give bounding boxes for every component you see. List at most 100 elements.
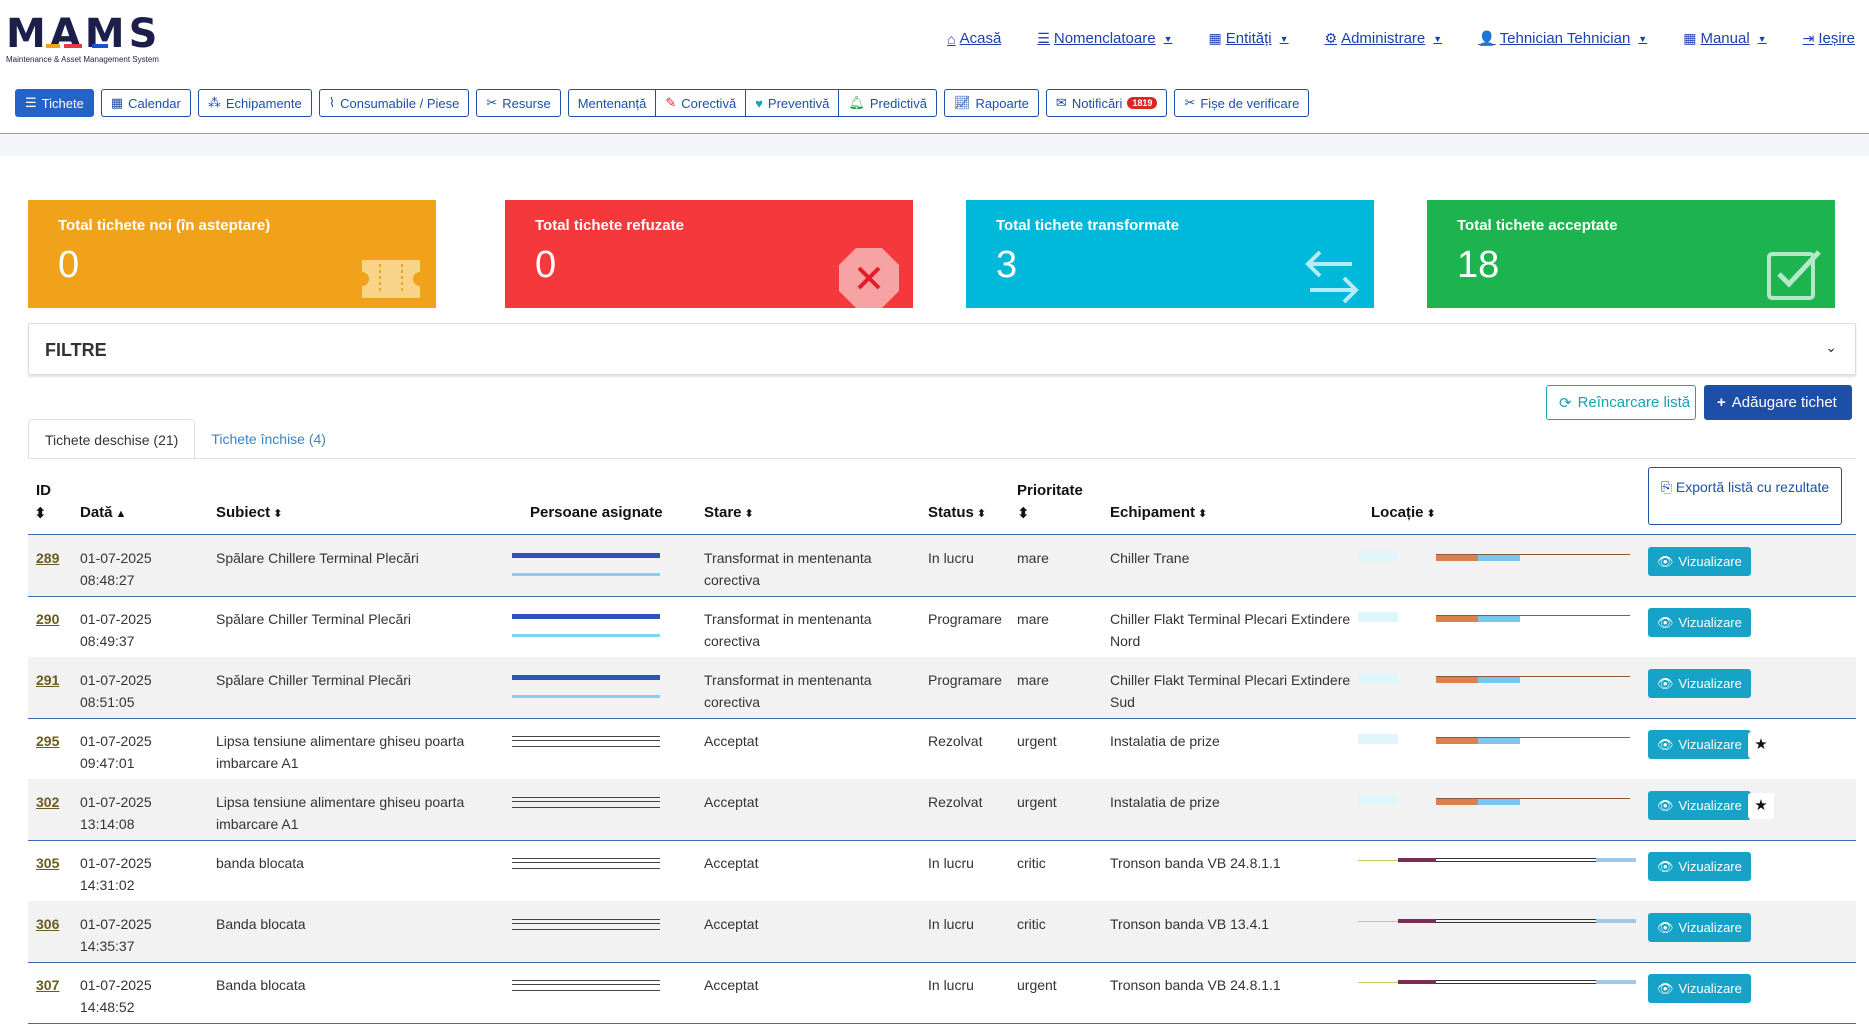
column-stare[interactable]: Stare ⬍ — [704, 504, 754, 521]
card-value: 0 — [535, 244, 557, 286]
predictiva-button[interactable]: 🔔︎ Predictivă — [838, 89, 937, 117]
app-logo[interactable]: MAMS Maintenance & Asset Management Syst… — [6, 14, 176, 68]
ticket-priority: critic — [1017, 855, 1046, 871]
ticket-subject: Banda blocata — [216, 916, 306, 932]
eye-icon: 👁︎ — [1657, 919, 1674, 935]
card-title: Total tichete refuzate — [535, 217, 684, 234]
ticket-time: 13:14:08 — [80, 816, 135, 832]
location-redacted — [1358, 549, 1640, 579]
sort-icon[interactable]: ⬍ — [34, 505, 47, 522]
ticket-time: 09:47:01 — [80, 755, 135, 771]
notification-count-badge: 1819 — [1127, 97, 1158, 109]
tab-closed-tickets[interactable]: Tichete închise (4) — [211, 431, 326, 447]
column-prioritate[interactable]: Prioritate — [1017, 482, 1083, 499]
view-ticket-button[interactable]: 👁︎ Vizualizare — [1648, 608, 1751, 637]
view-ticket-button[interactable]: 👁︎ Vizualizare — [1648, 547, 1751, 576]
nav-nomenclatoare[interactable]: ☰ Nomenclatoare ▼ — [1037, 30, 1173, 47]
view-ticket-button[interactable]: 👁︎ Vizualizare — [1648, 669, 1751, 698]
view-ticket-button[interactable]: 👁︎ Vizualizare — [1648, 913, 1751, 942]
paperclip-icon: ⌇ — [328, 95, 336, 110]
ticket-id-link[interactable]: 305 — [36, 855, 60, 871]
ticket-id-link[interactable]: 289 — [36, 550, 60, 566]
nav-tehnician-tehnician[interactable]: 👤 Tehnician Tehnician ▼ — [1478, 30, 1648, 47]
calendar-icon: ▦ — [110, 95, 124, 110]
ticket-id-link[interactable]: 302 — [36, 794, 60, 810]
view-button-label: Vizualizare — [1678, 615, 1742, 630]
ticket-id-link[interactable]: 291 — [36, 672, 60, 688]
ticket-equipment: Tronson banda VB 24.8.1.1 — [1110, 977, 1281, 993]
notificari-button[interactable]: ✉ Notificări 1819 — [1045, 89, 1168, 117]
ticket-id-link[interactable]: 307 — [36, 977, 60, 993]
column-echipament[interactable]: Echipament ⬍ — [1110, 504, 1208, 521]
ticket-subject: Lipsa tensiune alimentare ghiseu poarta … — [216, 733, 465, 771]
view-button-label: Vizualizare — [1678, 554, 1742, 569]
ticket-id-link[interactable]: 290 — [36, 611, 60, 627]
column-status[interactable]: Status ⬍ — [928, 504, 987, 521]
ticket-datetime: 01-07-2025 13:14:08 — [80, 791, 152, 835]
ticket-status: Rezolvat — [928, 794, 983, 810]
star-icon[interactable]: ★ — [1748, 793, 1774, 819]
mentenanta-button[interactable]: Mentenanță — [567, 89, 657, 117]
ticket-id-link[interactable]: 306 — [36, 916, 60, 932]
consumabile-button[interactable]: ⌇ Consumabile / Piese — [318, 89, 470, 117]
view-button-label: Vizualizare — [1678, 798, 1742, 813]
fise-verificare-button[interactable]: ✂ Fișe de verificare — [1174, 89, 1310, 117]
ticket-id-link[interactable]: 295 — [36, 733, 60, 749]
tools-icon: ✂ — [1184, 95, 1196, 110]
sort-icon[interactable]: ⬍ — [1017, 505, 1030, 522]
view-ticket-button[interactable]: 👁︎ Vizualizare — [1648, 730, 1751, 759]
header-divider — [0, 133, 1869, 134]
column-subiect[interactable]: Subiect ⬍ — [216, 504, 283, 521]
preventiva-button[interactable]: ♥ Preventivă — [745, 89, 840, 117]
card-value: 18 — [1457, 244, 1500, 286]
tab-open-tickets[interactable]: Tichete deschise (21) — [28, 419, 196, 459]
view-button-label: Vizualizare — [1678, 676, 1742, 691]
heartbeat-icon: ♥ — [755, 95, 763, 111]
user-icon: 👤 — [1478, 30, 1496, 46]
maintenance-group: Mentenanță ✎ Corectivă ♥ Preventivă 🔔︎ Pred… — [567, 89, 937, 117]
view-ticket-button[interactable]: 👁︎ Vizualizare — [1648, 974, 1751, 1003]
column-data[interactable]: Dată ▲ — [80, 504, 127, 521]
ticket-datetime: 01-07-2025 14:48:52 — [80, 974, 152, 1018]
ticket-equipment: Instalatia de prize — [1110, 794, 1220, 810]
table-icon: ▦ — [1208, 30, 1222, 46]
ticket-subject: Spălare Chiller Terminal Plecări — [216, 672, 412, 688]
reload-list-button[interactable]: ⟳ Reîncarcare listă — [1546, 385, 1696, 420]
nav-entități[interactable]: ▦ Entități ▼ — [1208, 30, 1289, 47]
view-ticket-button[interactable]: 👁︎ Vizualizare — [1648, 791, 1751, 820]
add-ticket-button[interactable]: + Adăugare tichet — [1704, 385, 1852, 420]
nav-administrare[interactable]: ⚙ Administrare ▼ — [1324, 30, 1443, 47]
caret-down-icon: ▼ — [1163, 33, 1173, 44]
ticket-date: 01-07-2025 — [80, 611, 152, 627]
resurse-button[interactable]: ✂ Resurse — [476, 89, 561, 117]
column-id[interactable]: ID — [36, 482, 51, 499]
tichete-button[interactable]: ☰ Tichete — [15, 89, 94, 117]
ticket-status: In lucru — [928, 977, 974, 993]
ticket-datetime: 01-07-2025 14:31:02 — [80, 852, 152, 896]
assigned-persons-redacted — [512, 610, 662, 644]
module-toolbar: ☰ Tichete ▦ Calendar ⁂ Echipamente ⌇ Consuma… — [15, 89, 1310, 117]
ticket-time: 14:48:52 — [80, 999, 135, 1015]
ticket-subject: Spălare Chillere Terminal Plecări — [216, 550, 419, 566]
exchange-arrows-icon — [1305, 250, 1359, 304]
export-list-button[interactable]: ⎘ Exportă listă cu rezultate — [1648, 467, 1842, 525]
nav-manual[interactable]: ▦ Manual ▼ — [1683, 30, 1767, 47]
calendar-button[interactable]: ▦ Calendar — [100, 89, 191, 117]
nav-acasă[interactable]: ⌂ Acasă — [947, 30, 1002, 47]
nav-ieșire[interactable]: ⇥ Ieșire — [1802, 30, 1855, 47]
ticket-datetime: 01-07-2025 08:51:05 — [80, 669, 152, 713]
filter-panel[interactable]: FILTRE ⌄ — [28, 323, 1856, 375]
chevron-down-icon[interactable]: ⌄ — [1825, 339, 1837, 355]
ticket-datetime: 01-07-2025 14:35:37 — [80, 913, 152, 957]
column-locatie[interactable]: Locație ⬍ — [1371, 504, 1436, 521]
echipamente-button[interactable]: ⁂ Echipamente — [197, 89, 312, 117]
star-icon[interactable]: ★ — [1748, 732, 1774, 758]
sort-icon: ⬍ — [744, 508, 754, 520]
ticket-subject: Banda blocata — [216, 977, 306, 993]
view-ticket-button[interactable]: 👁︎ Vizualizare — [1648, 852, 1751, 881]
ticket-priority: mare — [1017, 611, 1049, 627]
rapoarte-button[interactable]: 📈︎ Rapoarte — [943, 89, 1039, 117]
corectiva-button[interactable]: ✎ Corectivă — [655, 89, 747, 117]
location-redacted — [1358, 732, 1640, 762]
table-row: 290 01-07-2025 08:49:37 Spălare Chiller Ter… — [28, 596, 1856, 658]
